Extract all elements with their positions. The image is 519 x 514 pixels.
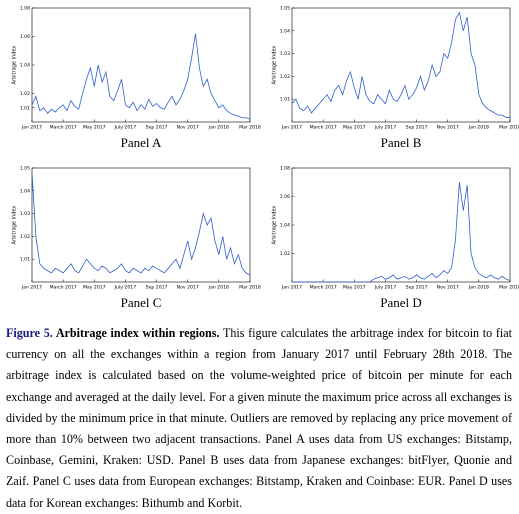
- y-tick-label: 1.06: [20, 34, 30, 40]
- y-axis-label: Arbitrage Index: [12, 46, 18, 85]
- x-tick-label: Sep 2017: [146, 125, 168, 131]
- panel: 1.01 1.02 1.04 1.06 1.08 Jan 2017 March 2017 Ma…: [12, 6, 261, 150]
- y-tick-label: 1.03: [280, 51, 290, 57]
- figure-title: Arbitrage index within regions.: [56, 326, 220, 340]
- x-tick-label: Nov 2017: [437, 285, 459, 291]
- y-tick-label: 1.04: [280, 28, 290, 34]
- y-tick-label: 1.04: [20, 188, 30, 194]
- x-tick-label: July 2017: [374, 125, 396, 131]
- y-axis-label: Arbitrage Index: [272, 46, 278, 85]
- x-tick-label: Jan 2018: [208, 285, 229, 291]
- x-tick-label: July 2017: [114, 125, 136, 131]
- panel-title: Panel C: [121, 295, 162, 310]
- x-tick-label: Mar 2018: [239, 125, 261, 131]
- x-tick-label: Jan 2017: [21, 125, 42, 131]
- y-tick-label: 1.08: [20, 6, 30, 12]
- data-line: [32, 173, 250, 276]
- y-tick-label: 1.01: [280, 97, 290, 103]
- y-tick-label: 1.01: [20, 105, 30, 111]
- y-tick-label: 1.08: [280, 166, 290, 172]
- y-tick-label: 1.05: [20, 166, 30, 172]
- x-tick-label: Jan 2017: [281, 285, 302, 291]
- panel-title: Panel D: [380, 295, 422, 310]
- figure: 1.01 1.02 1.04 1.06 1.08 Jan 2017 March 2017 Ma…: [0, 0, 519, 320]
- y-axis-label: Arbitrage Index: [272, 206, 278, 245]
- y-tick-label: 1.05: [280, 6, 290, 12]
- x-tick-label: Jan 2018: [468, 125, 489, 131]
- y-tick-label: 1.04: [280, 223, 290, 229]
- plot-frame: [32, 168, 250, 282]
- plot-frame: [292, 168, 510, 282]
- panel: 1.02 1.04 1.06 1.08 Jan 2017 March 2017 May 20…: [272, 166, 519, 310]
- y-tick-label: 1.06: [280, 194, 290, 200]
- y-axis-label: Arbitrage Index: [12, 206, 18, 245]
- caption-text: This figure calculates the arbitrage ind…: [6, 326, 512, 510]
- x-tick-label: July 2017: [374, 285, 396, 291]
- x-tick-label: Mar 2018: [239, 285, 261, 291]
- data-line: [292, 13, 510, 118]
- plot-frame: [292, 8, 510, 122]
- x-tick-label: Jan 2018: [468, 285, 489, 291]
- panel: 1.01 1.02 1.03 1.04 1.05 Jan 2017 March 2017 Ma…: [12, 166, 261, 310]
- x-tick-label: July 2017: [114, 285, 136, 291]
- x-tick-label: Jan 2017: [281, 125, 302, 131]
- y-tick-label: 1.01: [20, 257, 30, 263]
- x-tick-label: March 2017: [310, 125, 337, 131]
- x-tick-label: Sep 2017: [146, 285, 168, 291]
- x-tick-label: May 2017: [343, 125, 366, 131]
- x-tick-label: Sep 2017: [406, 125, 428, 131]
- data-line: [292, 182, 510, 282]
- x-tick-label: Nov 2017: [437, 125, 459, 131]
- caption: Figure 5. Arbitrage index within regions…: [6, 323, 512, 514]
- x-tick-label: May 2017: [83, 125, 106, 131]
- panel-title: Panel B: [381, 135, 422, 150]
- data-line: [32, 34, 250, 120]
- panel: 1.01 1.02 1.03 1.04 1.05 Jan 2017 March 2017 Ma…: [272, 6, 519, 150]
- y-tick-label: 1.02: [20, 234, 30, 240]
- x-tick-label: May 2017: [83, 285, 106, 291]
- x-tick-label: May 2017: [343, 285, 366, 291]
- x-tick-label: Jan 2018: [208, 125, 229, 131]
- x-tick-label: Nov 2017: [177, 285, 199, 291]
- x-tick-label: March 2017: [50, 285, 77, 291]
- x-tick-label: Sep 2017: [406, 285, 428, 291]
- panel-title: Panel A: [121, 135, 162, 150]
- x-tick-label: March 2017: [310, 285, 337, 291]
- y-tick-label: 1.02: [280, 74, 290, 80]
- y-tick-label: 1.02: [20, 91, 30, 97]
- y-tick-label: 1.02: [280, 251, 290, 257]
- x-tick-label: March 2017: [50, 125, 77, 131]
- x-tick-label: Mar 2018: [499, 285, 519, 291]
- y-tick-label: 1.03: [20, 211, 30, 217]
- x-tick-label: Mar 2018: [499, 125, 519, 131]
- x-tick-label: Jan 2017: [21, 285, 42, 291]
- y-tick-label: 1.04: [20, 63, 30, 69]
- figure-label: Figure 5.: [6, 326, 53, 340]
- x-tick-label: Nov 2017: [177, 125, 199, 131]
